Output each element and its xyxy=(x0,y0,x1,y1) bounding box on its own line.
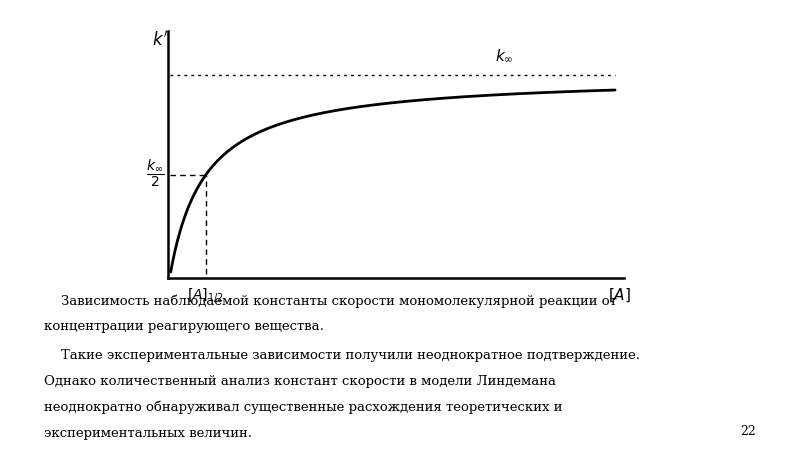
Text: $k'$: $k'$ xyxy=(152,31,168,49)
Text: $[A]_{1/2}$: $[A]_{1/2}$ xyxy=(187,286,224,304)
Text: 22: 22 xyxy=(740,425,756,438)
Text: экспериментальных величин.: экспериментальных величин. xyxy=(44,427,252,440)
Text: неоднократно обнаруживал существенные расхождения теоретических и: неоднократно обнаруживал существенные ра… xyxy=(44,401,562,414)
Text: $[A]$: $[A]$ xyxy=(608,286,631,304)
Text: Зависимость наблюдаемой константы скорости мономолекулярной реакции от: Зависимость наблюдаемой константы скорос… xyxy=(44,294,617,308)
Text: $k_{\infty}$: $k_{\infty}$ xyxy=(494,48,513,64)
Text: Такие экспериментальные зависимости получили неоднократное подтверждение.: Такие экспериментальные зависимости полу… xyxy=(44,349,640,362)
Text: Однако количественный анализ констант скорости в модели Линдемана: Однако количественный анализ констант ск… xyxy=(44,375,556,388)
Text: концентрации реагирующего вещества.: концентрации реагирующего вещества. xyxy=(44,320,324,333)
Text: $\dfrac{k_{\infty}}{2}$: $\dfrac{k_{\infty}}{2}$ xyxy=(146,157,165,189)
